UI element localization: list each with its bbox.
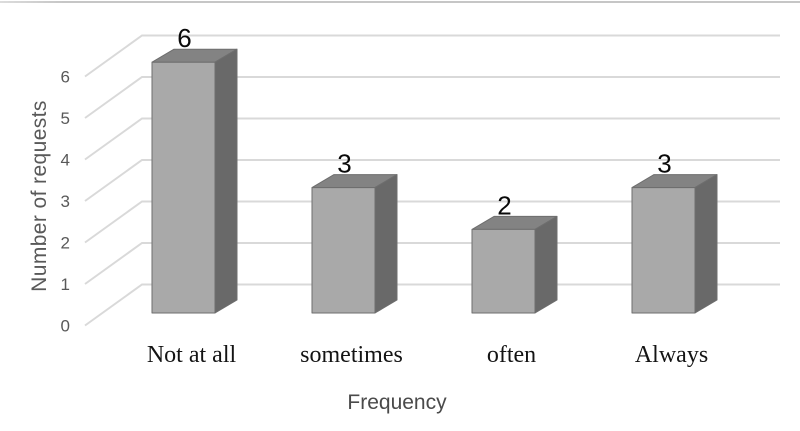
category-label: Always bbox=[635, 342, 708, 368]
bar-side-face bbox=[374, 174, 398, 314]
gridline bbox=[84, 283, 780, 327]
y-tick-label: 4 bbox=[61, 151, 70, 170]
bar-3d bbox=[311, 174, 398, 314]
gridline bbox=[84, 200, 780, 244]
gridline bbox=[84, 76, 780, 119]
category-label: Not at all bbox=[147, 342, 237, 368]
bar-3d bbox=[631, 174, 718, 314]
y-tick-label: 5 bbox=[61, 109, 70, 128]
gridline bbox=[84, 117, 780, 161]
bar-3d bbox=[151, 48, 238, 314]
category-label: often bbox=[487, 342, 536, 368]
y-tick-label: 6 bbox=[61, 68, 70, 87]
y-tick-label: 0 bbox=[61, 317, 70, 336]
y-tick-label: 1 bbox=[61, 275, 70, 294]
y-axis-title: Number of requests bbox=[28, 100, 51, 292]
data-label: 6 bbox=[177, 23, 191, 53]
category-label: sometimes bbox=[300, 342, 403, 368]
data-label: 2 bbox=[497, 190, 511, 220]
x-axis-title: Frequency bbox=[347, 391, 447, 414]
bar-side-face bbox=[214, 48, 238, 314]
y-tick-label: 2 bbox=[61, 234, 70, 253]
figure-top-border bbox=[0, 1, 800, 3]
y-tick-label: 3 bbox=[61, 192, 70, 211]
bar-front-face bbox=[311, 187, 376, 314]
bar-front-face bbox=[471, 228, 536, 314]
bar-side-face bbox=[694, 174, 718, 314]
bar-3d bbox=[471, 215, 558, 314]
bar-side-face bbox=[534, 215, 558, 314]
data-label: 3 bbox=[337, 149, 351, 179]
gridline bbox=[84, 242, 780, 285]
data-label: 3 bbox=[657, 149, 671, 179]
bar-front-face bbox=[151, 61, 216, 314]
gridline bbox=[84, 159, 780, 202]
bar-front-face bbox=[631, 187, 696, 314]
gridline bbox=[84, 34, 780, 78]
